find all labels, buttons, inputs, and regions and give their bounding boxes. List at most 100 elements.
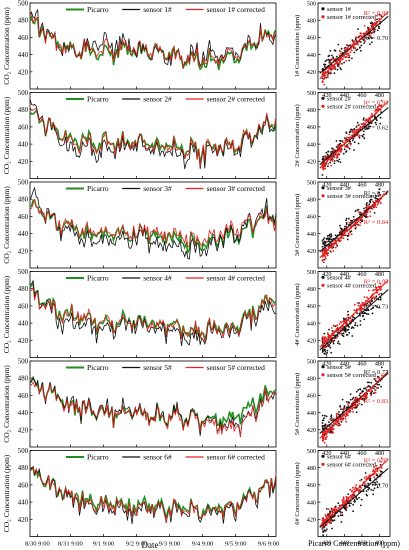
y-tick-label: 460 xyxy=(18,124,29,131)
scatter-point xyxy=(341,398,344,401)
scatter-point xyxy=(325,59,328,62)
scatter-point xyxy=(365,389,368,391)
scatter-point xyxy=(368,27,371,29)
scatter-point xyxy=(347,401,350,403)
scatter-point xyxy=(323,237,326,240)
scatter-point xyxy=(376,106,379,109)
plot-frame xyxy=(29,92,277,179)
scatter-point xyxy=(374,304,377,307)
scatter-point xyxy=(359,221,362,224)
scatter-point xyxy=(353,141,356,144)
scatter-point xyxy=(325,247,327,250)
scatter-point xyxy=(321,166,324,169)
fit-line xyxy=(319,279,389,348)
scatter-point xyxy=(352,327,355,329)
scatter-point xyxy=(345,317,348,320)
y-tick-label: 440 xyxy=(307,52,316,59)
scatter-point xyxy=(340,230,342,233)
scatter-point xyxy=(323,258,326,261)
scatter-point xyxy=(323,332,326,335)
scatter-point xyxy=(327,58,330,61)
scatter-point xyxy=(337,65,340,68)
series-line-picarro xyxy=(29,198,277,255)
y-tick-label: 420 xyxy=(18,427,29,434)
plot-frame xyxy=(317,2,391,90)
x-tick-label: 9/3 9:00 xyxy=(159,541,181,548)
x-tick-label: 9/4 9:00 xyxy=(192,541,214,548)
scatter-point xyxy=(358,302,360,304)
series-line-picarro xyxy=(29,377,277,430)
scatter-point xyxy=(369,200,371,203)
scatter-point xyxy=(325,163,327,166)
scatter-point xyxy=(350,221,353,224)
scatter-point xyxy=(328,344,331,346)
scatter-point xyxy=(377,387,379,389)
scatter-point xyxy=(333,162,336,165)
scatter-point xyxy=(376,286,378,289)
r-squared-label: R² = 0.83 xyxy=(364,398,389,405)
scatter-point xyxy=(352,411,354,413)
scatter-point xyxy=(367,482,370,485)
x-tick-label: 480 xyxy=(375,92,384,99)
scatter-point xyxy=(341,327,343,330)
scatter-point xyxy=(376,14,378,17)
scatter-point xyxy=(331,158,334,161)
scatter-point xyxy=(325,238,328,241)
scatter-point xyxy=(348,222,351,224)
scatter-point xyxy=(333,67,336,70)
scatter-point xyxy=(321,336,324,338)
scatter-point xyxy=(329,342,332,344)
y-tick-label: 480 xyxy=(307,286,316,293)
scatter-point xyxy=(365,215,368,218)
legend-label: sensor 2# corrected xyxy=(327,104,377,111)
scatter-point xyxy=(325,151,328,154)
scatter-point xyxy=(330,415,332,418)
scatter-point xyxy=(347,46,349,49)
scatter-point xyxy=(331,527,333,530)
series-line-picarro xyxy=(29,14,277,71)
scatter-panel-3: 420 440 460 480 500 420 440 460 480 3# Concentrat… xyxy=(294,179,391,278)
scatter-point xyxy=(344,146,347,148)
scatter-point xyxy=(329,161,331,164)
scatter-point xyxy=(345,505,348,508)
scatter-point xyxy=(335,156,338,159)
fit-line xyxy=(319,467,389,528)
y-tick-label: 460 xyxy=(18,393,29,400)
scatter-point xyxy=(343,406,346,409)
scatter-point xyxy=(359,324,362,326)
legend-label: sensor 6# xyxy=(327,454,352,461)
scatter-point xyxy=(369,215,372,218)
y-tick-label: 480 xyxy=(307,197,316,204)
r-squared-label: R² = 0.71 xyxy=(364,190,389,197)
scatter-point xyxy=(372,289,374,292)
scatter-point xyxy=(374,197,377,200)
y-tick-label: 440 xyxy=(18,231,29,238)
scatter-point xyxy=(359,46,361,49)
legend-label: sensor 5# xyxy=(143,363,172,372)
scatter-point xyxy=(344,418,347,420)
legend-label: sensor 1# corrected xyxy=(207,5,266,14)
scatter-point xyxy=(345,414,348,417)
scatter-point xyxy=(358,134,361,137)
y-tick-label: 440 xyxy=(18,52,29,59)
x-tick-label: 9/5 9:00 xyxy=(225,541,247,548)
scatter-point xyxy=(349,393,352,395)
scatter-point xyxy=(370,115,372,117)
scatter-point xyxy=(326,74,329,77)
scatter-point xyxy=(380,457,383,460)
scatter-point xyxy=(363,214,366,217)
scatter-point xyxy=(347,146,350,149)
scatter-point xyxy=(357,28,359,30)
scatter-point xyxy=(378,13,381,16)
scatter-point xyxy=(332,519,334,522)
scatter-point xyxy=(337,515,340,517)
scatter-point xyxy=(322,527,324,529)
series-line-picarro xyxy=(29,282,277,342)
scatter-point xyxy=(370,24,373,27)
y-tick-label: 480 xyxy=(18,197,29,204)
scatter-point xyxy=(333,519,336,522)
scatter-point xyxy=(376,119,378,122)
scatter-point xyxy=(325,524,328,526)
scatter-point xyxy=(364,398,367,400)
scatter-point xyxy=(353,309,356,312)
